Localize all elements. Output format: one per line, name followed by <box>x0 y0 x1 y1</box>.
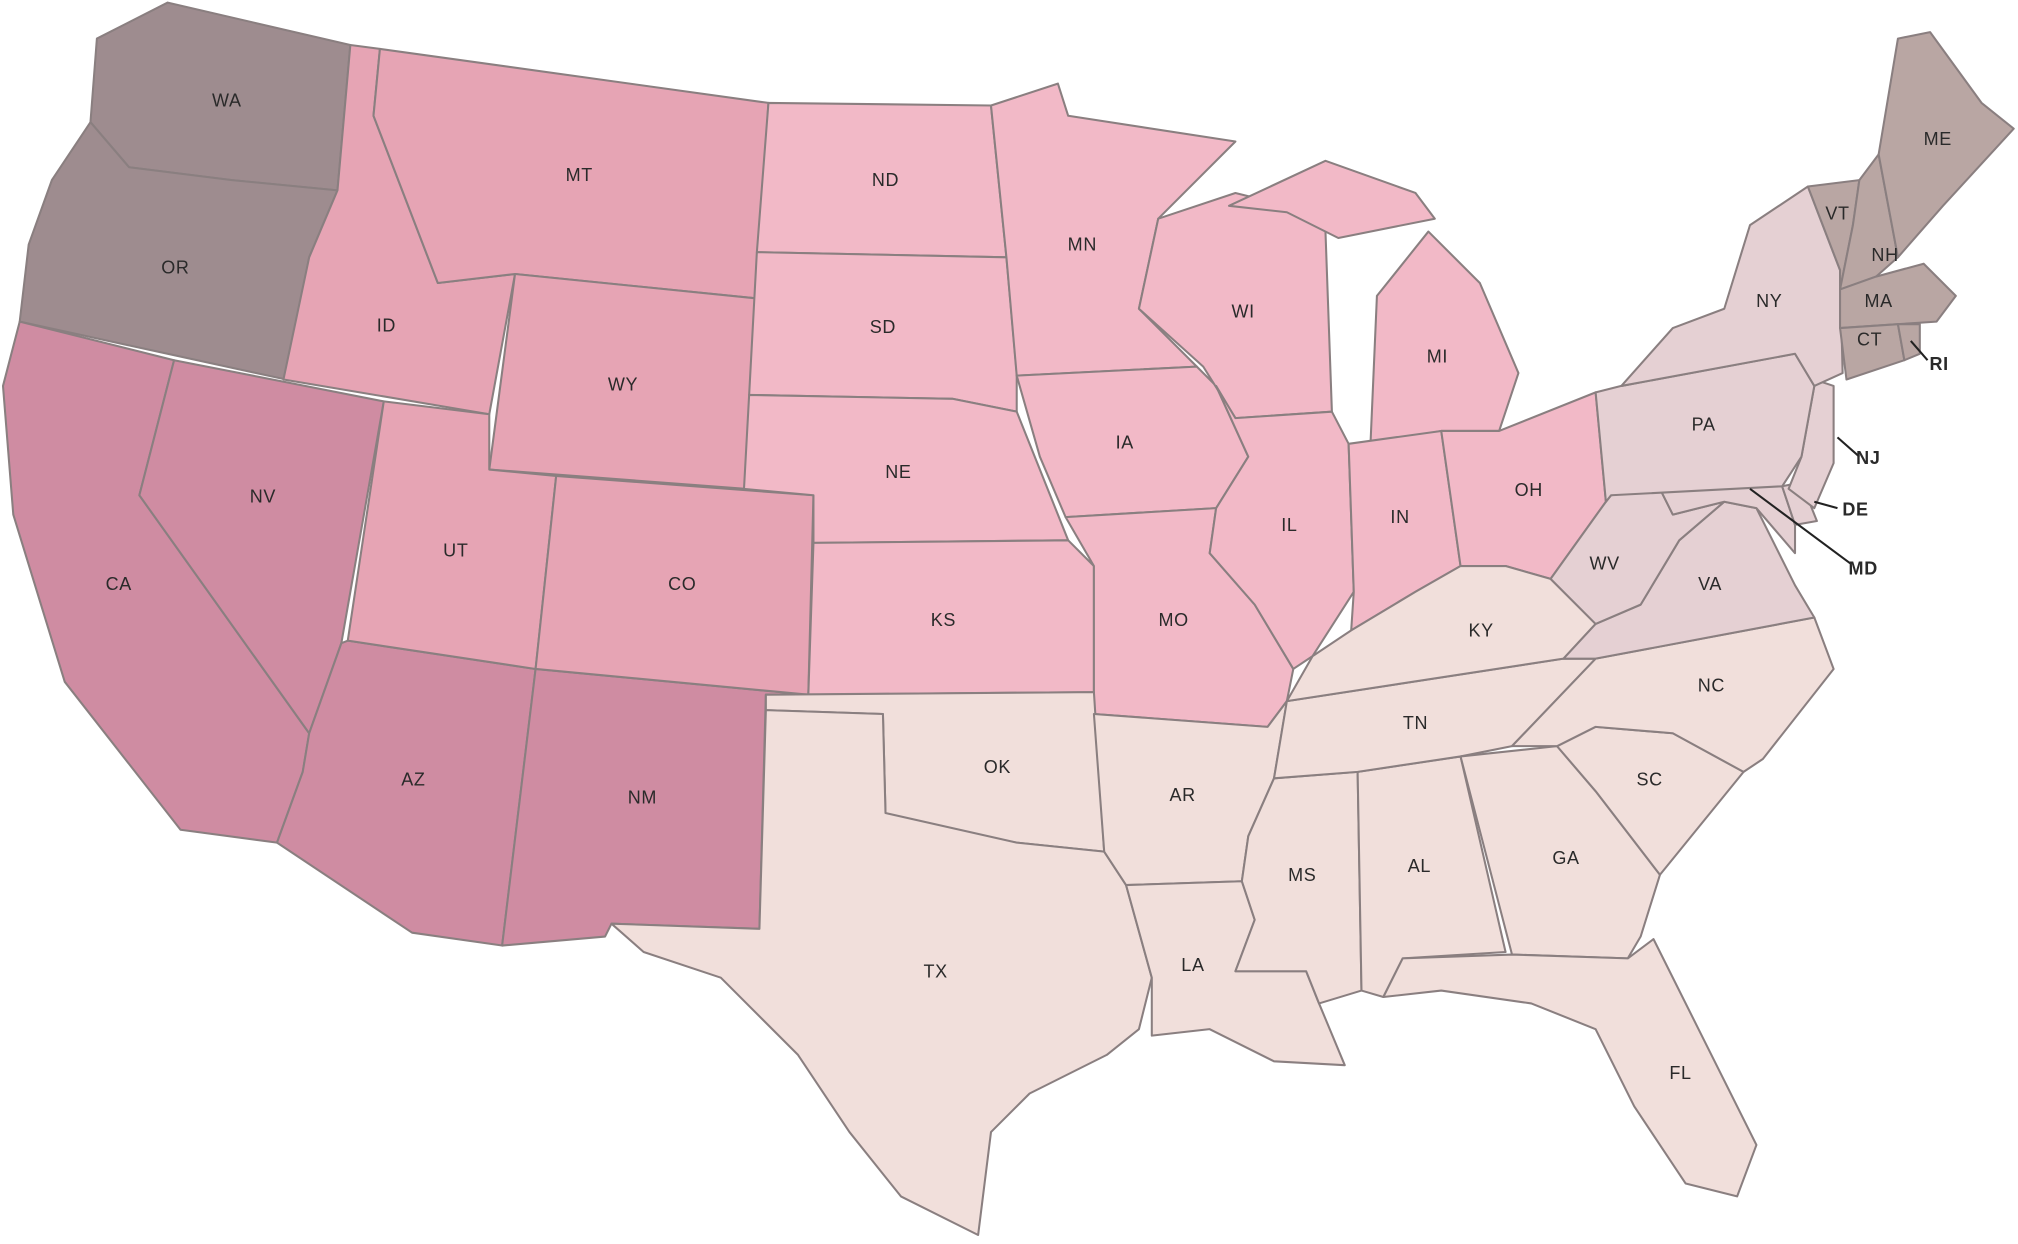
state-me[interactable] <box>1877 31 2015 259</box>
state-label-ca: CA <box>106 574 132 594</box>
state-label-wv: WV <box>1589 554 1619 574</box>
state-label-me: ME <box>1924 129 1952 149</box>
state-label-tn: TN <box>1403 713 1428 733</box>
state-ky[interactable] <box>1285 565 1597 703</box>
state-label-ok: OK <box>984 757 1011 777</box>
state-label-nd: ND <box>872 170 899 190</box>
state-label-ma: MA <box>1864 291 1892 311</box>
state-fl[interactable] <box>1382 938 1758 1198</box>
state-label-mt: MT <box>566 165 593 185</box>
state-label-fl: FL <box>1669 1063 1691 1083</box>
label-leader-lines <box>1749 340 1929 565</box>
state-label-ne: NE <box>885 462 911 482</box>
state-label-mo: MO <box>1159 610 1189 630</box>
state-label-or: OR <box>161 258 189 278</box>
state-labels: WA OR CA NV AZ NM ID MT WY UT CO ND SD NE KS MN IA MO WI IL… <box>106 90 1952 1083</box>
state-label-ny: NY <box>1756 291 1782 311</box>
state-label-nm: NM <box>628 788 657 808</box>
state-label-ct: CT <box>1857 330 1882 350</box>
state-label-tx: TX <box>924 961 948 981</box>
state-label-ga: GA <box>1552 848 1579 868</box>
state-label-mn: MN <box>1068 234 1097 254</box>
state-label-wa: WA <box>212 90 242 110</box>
state-label-la: LA <box>1181 955 1204 975</box>
state-label-ks: KS <box>931 610 956 630</box>
state-label-ky: KY <box>1468 620 1493 640</box>
state-label-mi: MI <box>1427 346 1448 366</box>
state-label-md: MD <box>1849 559 1878 579</box>
state-label-de: DE <box>1842 499 1868 519</box>
state-label-nh: NH <box>1871 245 1898 265</box>
state-label-al: AL <box>1408 856 1431 876</box>
state-label-ia: IA <box>1116 433 1134 453</box>
state-label-va: VA <box>1698 574 1722 594</box>
state-ri[interactable] <box>1896 323 1921 362</box>
state-label-id: ID <box>377 316 396 336</box>
state-label-ut: UT <box>443 541 468 561</box>
state-label-nc: NC <box>1698 676 1725 696</box>
state-label-vt: VT <box>1825 204 1849 224</box>
state-label-nv: NV <box>250 487 276 507</box>
state-tx[interactable] <box>610 709 1153 1237</box>
state-label-oh: OH <box>1515 480 1543 500</box>
state-label-co: CO <box>668 574 696 594</box>
state-label-wy: WY <box>608 375 638 395</box>
state-label-ms: MS <box>1288 865 1316 885</box>
state-label-ri: RI <box>1929 354 1948 374</box>
leader-line-nj <box>1836 436 1861 458</box>
state-ny[interactable] <box>1620 185 1844 387</box>
state-il[interactable] <box>1208 384 1355 670</box>
state-label-sc: SC <box>1637 770 1663 790</box>
state-label-in: IN <box>1390 507 1409 527</box>
state-label-ar: AR <box>1170 785 1196 805</box>
state-label-il: IL <box>1281 515 1297 535</box>
state-label-wi: WI <box>1231 301 1254 321</box>
state-label-az: AZ <box>401 770 425 790</box>
leader-line-md <box>1749 488 1851 565</box>
leader-line-de <box>1814 500 1838 510</box>
state-label-pa: PA <box>1692 415 1716 435</box>
state-label-nj: NJ <box>1856 448 1880 468</box>
leader-line-ri <box>1910 340 1929 361</box>
state-label-sd: SD <box>870 317 896 337</box>
